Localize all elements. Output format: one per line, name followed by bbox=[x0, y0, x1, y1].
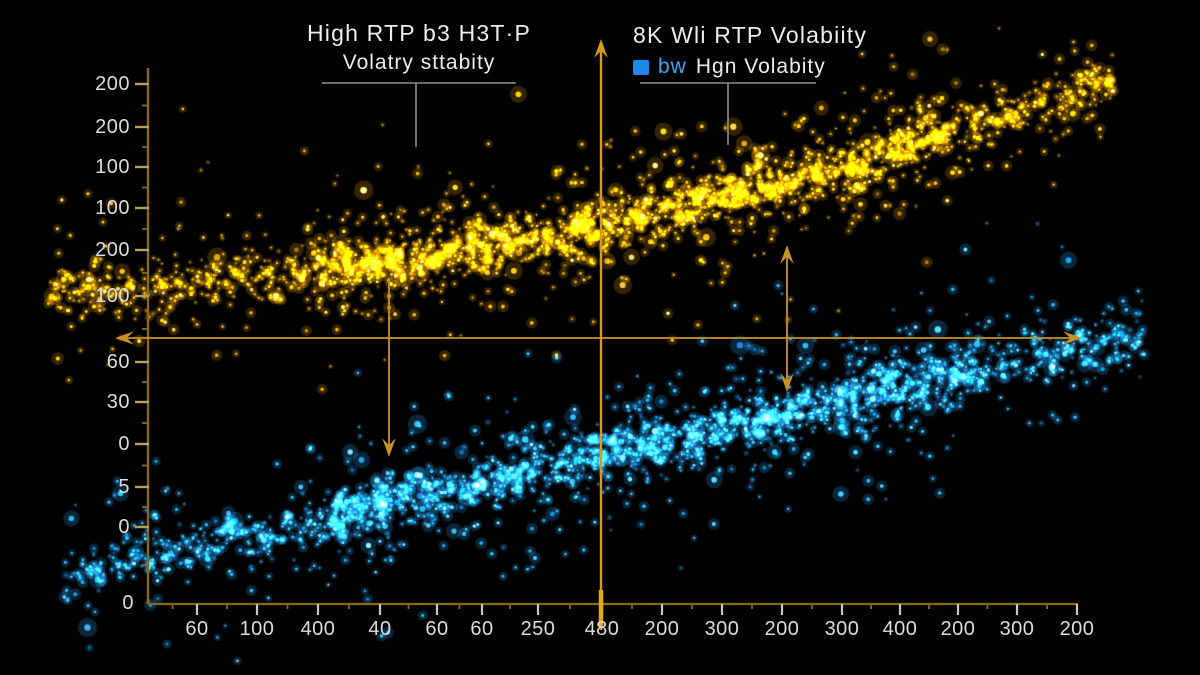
y-tick-label: 0 bbox=[118, 516, 130, 538]
x-tick-label: 250 bbox=[520, 618, 556, 640]
legend-label-highlight: bw bbox=[658, 55, 687, 78]
legend-label-rest: Hgn Volabity bbox=[695, 55, 826, 78]
chart-title-left-line2: Volatry sttabity bbox=[342, 51, 496, 74]
x-tick-label: 300 bbox=[824, 618, 860, 640]
y-tick-label: 0 bbox=[118, 433, 130, 455]
chart-title-right-line1: 8K Wli RTP Volabiity bbox=[633, 22, 868, 48]
chart-title-left-line1: High RTP b3 H3T·P bbox=[306, 20, 532, 46]
y-tick-label: 100 bbox=[95, 197, 130, 219]
x-tick-label: 300 bbox=[704, 618, 740, 640]
y-tick-label: 200 bbox=[95, 73, 130, 95]
x-tick-label: 60 bbox=[425, 618, 449, 640]
x-tick-label: 400 bbox=[882, 618, 918, 640]
x-tick-label: 480 bbox=[584, 618, 620, 640]
chart-title-left: High RTP b3 H3T·P Volatry sttabity bbox=[283, 20, 555, 75]
origin-label: 0 bbox=[122, 592, 134, 614]
y-tick-label: 200 bbox=[95, 116, 130, 138]
x-tick-label: 100 bbox=[239, 618, 275, 640]
chart-title-right: 8K Wli RTP Volabiity bw Hgn Volabity bbox=[633, 22, 867, 79]
y-tick-label: 100 bbox=[95, 156, 130, 178]
x-tick-label: 200 bbox=[644, 618, 680, 640]
y-tick-label: 200 bbox=[95, 239, 130, 261]
legend-row: bw Hgn Volabity bbox=[633, 55, 867, 79]
x-tick-label: 60 bbox=[470, 618, 494, 640]
y-tick-label: 5 bbox=[118, 476, 130, 498]
y-tick-label: 100 bbox=[95, 285, 130, 307]
x-tick-label: 200 bbox=[764, 618, 800, 640]
x-tick-label: 400 bbox=[300, 618, 336, 640]
y-tick-label: 60 bbox=[106, 351, 130, 373]
x-tick-label: 60 bbox=[185, 618, 209, 640]
y-tick-label: 30 bbox=[106, 391, 130, 413]
x-tick-label: 300 bbox=[999, 618, 1035, 640]
x-tick-label: 40 bbox=[368, 618, 392, 640]
x-tick-label: 200 bbox=[1059, 618, 1095, 640]
x-tick-label: 200 bbox=[940, 618, 976, 640]
legend-swatch-blue-icon bbox=[633, 59, 649, 75]
